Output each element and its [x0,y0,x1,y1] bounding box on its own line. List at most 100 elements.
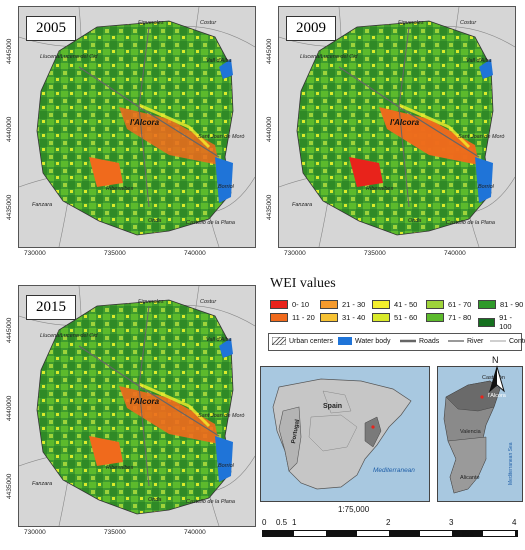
scale-bar [262,530,518,537]
symbol-item: Urban centers [272,337,333,345]
map-frame [278,6,516,248]
place-label: Fanzara [292,202,313,208]
city-label: l'Alcora [390,118,420,127]
regional-label-valencia: Valencia [460,429,481,435]
scale-tick-label: 2 [386,518,391,527]
river-icon [448,337,464,345]
north-arrow: N [482,355,512,395]
regional-label-alicante: Alicante [460,475,480,481]
y-tick-label: 4440000 [6,395,13,421]
legend-item: 21 - 30 [320,300,365,309]
x-tick-label: 735000 [104,250,126,257]
y-tick-label: 4440000 [266,116,273,142]
legend-label: 71 - 80 [448,313,472,322]
contour-icon [490,337,506,345]
symbol-item: River [448,337,483,345]
x-tick-label: 730000 [284,250,306,257]
legend-title: WEI values [270,276,336,291]
x-tick-label: 735000 [364,250,386,257]
place-label: Llucena/Lucena del Cid [40,333,98,339]
map-frame [18,6,256,248]
place-label: Costur [460,20,477,26]
north-arrow-icon [489,365,505,393]
place-label: Vall d'Alba [206,337,232,343]
legend-item: 61 - 70 [426,300,471,309]
place-label: Onda [408,218,422,224]
y-tick-label: 4435000 [6,194,13,220]
scale-ratio: 1:75,000 [338,505,370,514]
place-label: Llucena/Lucena del Cid [40,54,98,60]
legend-swatch [372,300,390,309]
y-tick-label: 4445000 [266,38,273,64]
place-label: Sant Joan de Moró [458,134,505,140]
place-label: Borriol [218,184,234,190]
symbol-label: Contours [509,337,525,345]
place-label: Figueroles [138,20,164,26]
symbol-legend [268,333,522,351]
inset-map: Spain Portugal Mediterranean [260,366,430,502]
inset-label-sea: Mediterranean [373,467,415,474]
x-tick-label: 730000 [24,529,46,536]
scale-tick-label: 0.5 [276,518,288,527]
legend-swatch [372,313,390,322]
legend-swatch [426,300,444,309]
legend-item: 81 - 90 [478,300,523,309]
alcora-marker-icon [480,395,484,399]
x-tick-label: 740000 [184,250,206,257]
legend-label: 81 - 90 [500,300,524,309]
wei-map [19,7,255,247]
symbol-label: River [467,337,484,345]
place-label: Vall d'Alba [466,58,492,64]
valencia-shape [443,380,501,494]
y-tick-label: 4445000 [6,38,13,64]
legend-item: 0- 10 [270,300,309,309]
legend-swatch [270,313,288,322]
symbol-label: Water body [355,337,391,345]
place-label: Sant Joan de Moró [198,134,245,140]
place-label: Borriol [218,463,234,469]
scale-unit: Km [462,530,474,539]
y-tick-label: 4445000 [6,317,13,343]
city-label: l'Alcora [130,118,160,127]
legend-swatch [426,313,444,322]
city-label: l'Alcora [130,397,160,406]
legend-label: 61 - 70 [448,300,472,309]
legend-label: 41 - 50 [394,300,418,309]
x-tick-label: 735000 [104,529,126,536]
legend-label: 21 - 30 [342,300,366,309]
symbol-label: Urban centers [289,337,333,345]
legend-label: 31 - 40 [342,313,366,322]
x-tick-label: 740000 [184,529,206,536]
year-label: 2009 [286,16,336,41]
year-label: 2015 [26,295,76,320]
y-tick-label: 4440000 [6,116,13,142]
wei-map [19,286,255,526]
place-label: Figueroles [138,299,164,305]
regional-label-alcora: l'Alcora [488,393,506,399]
place-label: Ribesalbes [106,465,134,471]
map-panel-2005: 2005 l'Alcora Figueroles Costur Llucena/Luce… [6,6,262,270]
legend-item: 11 - 20 [270,313,315,322]
place-label: Onda [148,218,162,224]
map-panel-2009: 2009 l'Alcora Figueroles Costur Llucena/Luce… [266,6,522,270]
legend-label: 11 - 20 [292,313,315,322]
place-label: Vall d'Alba [206,58,232,64]
iberia-shape [272,378,412,490]
symbol-label: Roads [419,337,440,345]
x-tick-label: 730000 [24,250,46,257]
year-label: 2005 [26,16,76,41]
legend-swatch [270,300,288,309]
north-label: N [492,355,499,365]
alcora-marker-icon [371,425,375,429]
place-label: Figueroles [398,20,424,26]
regional-label-sea: Mediterranean Sea [508,442,514,485]
place-label: Sant Joan de Moró [198,413,245,419]
map-panel-2015: 2015 l'Alcora Figueroles Costur Llucena/Luce… [6,285,262,549]
legend-item: 71 - 80 [426,313,471,322]
y-tick-label: 4435000 [6,473,13,499]
place-label: Fanzara [32,202,53,208]
scale-tick-label: 1 [292,518,297,527]
hatch-icon [272,337,286,345]
legend-swatch [320,300,338,309]
symbol-item: Roads [400,337,439,345]
